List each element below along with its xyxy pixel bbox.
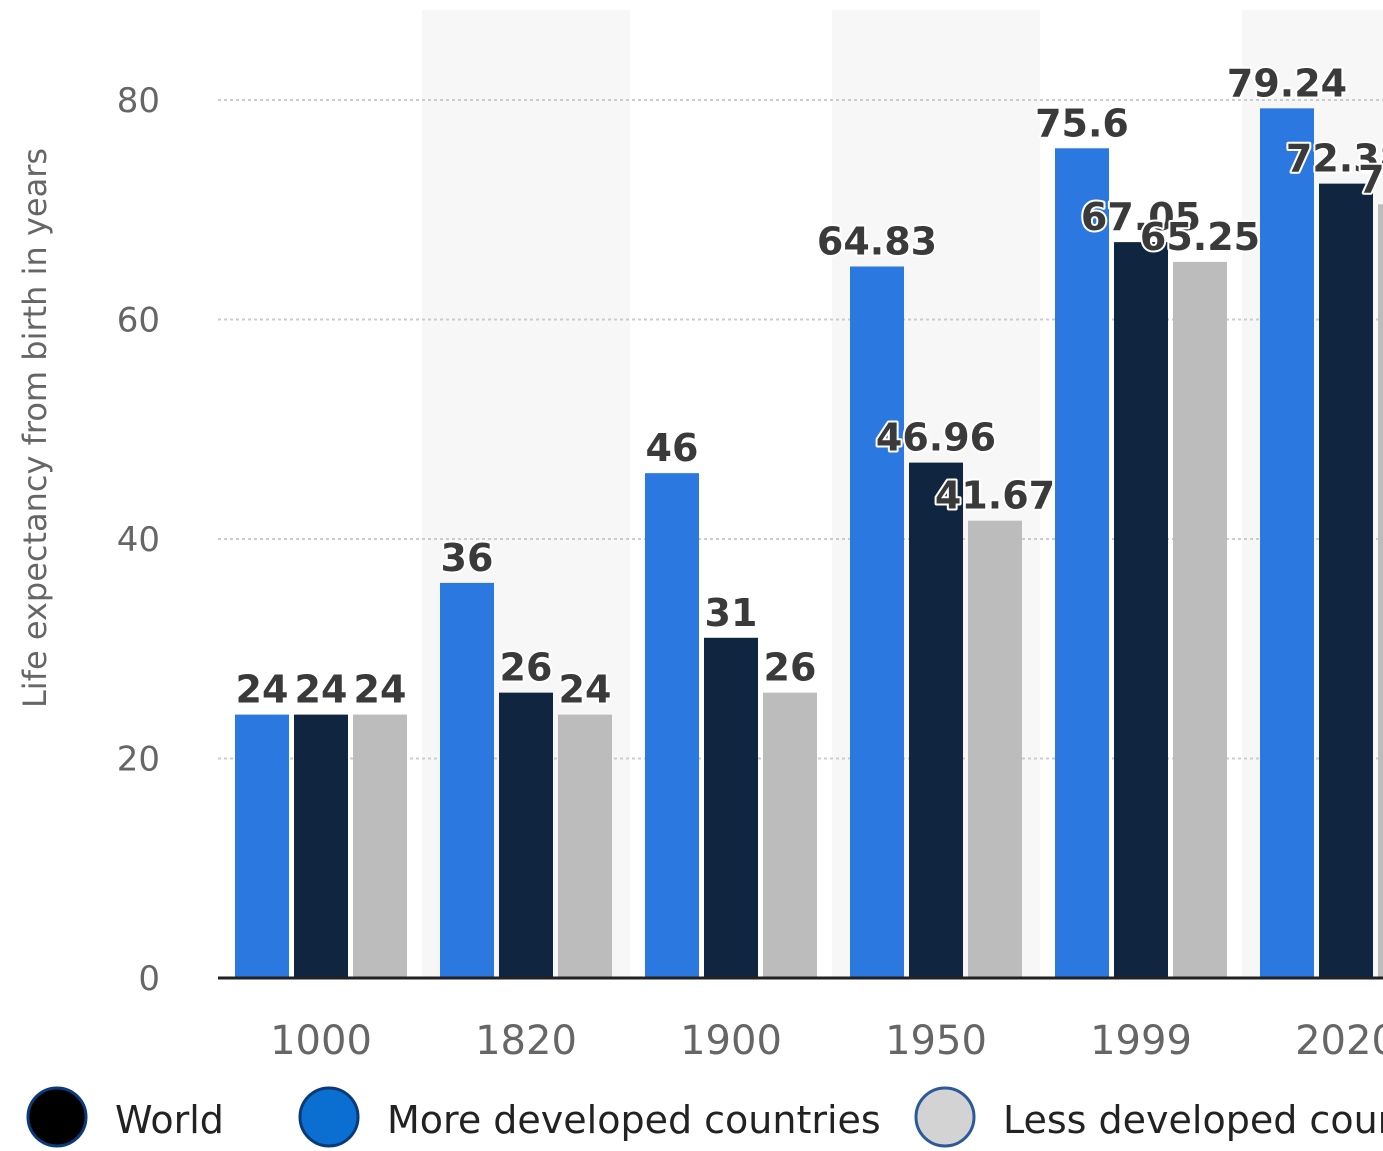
x-tick-2020: 2020 bbox=[1295, 1018, 1383, 1064]
legend-label-world: World bbox=[115, 1098, 224, 1142]
data-label-1999-s0: 75.6 bbox=[1035, 101, 1129, 145]
legend-label-less-developed: Less developed countries bbox=[1003, 1098, 1383, 1142]
data-label-2020-s0: 79.24 bbox=[1227, 61, 1347, 105]
data-label-1900-s1: 31 bbox=[705, 591, 758, 635]
bar-2020-s0 bbox=[1260, 108, 1314, 978]
y-tick-40: 40 bbox=[117, 520, 160, 560]
data-label-1000-s1: 24 bbox=[295, 668, 348, 712]
x-axis-ticks: 1000 1820 1900 1950 1999 2020 bbox=[270, 1018, 1383, 1064]
y-tick-20: 20 bbox=[117, 740, 160, 780]
data-label-1950-s0: 64.83 bbox=[817, 219, 937, 263]
y-tick-80: 80 bbox=[117, 81, 160, 121]
bar-1900-s2 bbox=[763, 692, 817, 978]
y-tick-0: 0 bbox=[138, 959, 160, 999]
data-label-2020-s2: 70.5 bbox=[1358, 157, 1383, 201]
data-label-1820-s0: 36 bbox=[441, 536, 494, 580]
x-tick-1950: 1950 bbox=[885, 1018, 987, 1064]
bar-2020-s2 bbox=[1378, 204, 1383, 978]
x-tick-1000: 1000 bbox=[270, 1018, 372, 1064]
legend-item-less-developed[interactable]: Less developed countries bbox=[914, 1086, 1383, 1148]
x-tick-1820: 1820 bbox=[475, 1018, 577, 1064]
data-label-1820-s1: 26 bbox=[500, 646, 553, 690]
x-tick-1900: 1900 bbox=[680, 1018, 782, 1064]
data-label-1000-s2: 24 bbox=[354, 668, 407, 712]
data-label-1000-s0: 24 bbox=[236, 668, 289, 712]
legend-label-more-developed: More developed countries bbox=[387, 1098, 881, 1142]
legend-item-more-developed[interactable]: More developed countries bbox=[298, 1086, 881, 1148]
data-label-1950-s2: 41.67 bbox=[935, 474, 1055, 518]
legend-swatch-more-developed bbox=[298, 1086, 360, 1148]
bar-1900-s1 bbox=[704, 637, 758, 978]
data-label-2020-s1: 72.38 bbox=[1286, 137, 1383, 181]
bar-1000-s0 bbox=[235, 714, 289, 978]
bar-1000-s2 bbox=[353, 714, 407, 978]
data-label-1950-s1: 46.96 bbox=[876, 416, 996, 460]
bar-1999-s1 bbox=[1114, 242, 1168, 979]
y-axis-label: Life expectancy from birth in years bbox=[16, 148, 54, 708]
bar-2020-s1 bbox=[1319, 183, 1373, 978]
legend-item-world[interactable]: World bbox=[26, 1086, 224, 1148]
bar-1000-s1 bbox=[294, 714, 348, 978]
bars bbox=[235, 108, 1383, 979]
data-label-1820-s2: 24 bbox=[559, 668, 612, 712]
data-label-1999-s1: 67.05 bbox=[1081, 195, 1201, 239]
legend-swatch-world bbox=[26, 1086, 88, 1148]
data-label-1900-s2: 26 bbox=[764, 646, 817, 690]
bar-1999-s2 bbox=[1173, 261, 1227, 979]
bar-1950-s0 bbox=[850, 266, 904, 979]
bar-1820-s0 bbox=[440, 582, 494, 978]
bar-1820-s1 bbox=[499, 692, 553, 978]
bar-1999-s0 bbox=[1055, 148, 1109, 979]
bar-1950-s2 bbox=[968, 520, 1022, 978]
y-axis-ticks: 0 20 40 60 80 bbox=[117, 81, 160, 999]
legend-swatch-less-developed bbox=[914, 1086, 976, 1148]
y-tick-60: 60 bbox=[117, 301, 160, 341]
bar-1900-s0 bbox=[645, 473, 699, 978]
bar-1820-s2 bbox=[558, 714, 612, 978]
bar-1950-s1 bbox=[909, 462, 963, 978]
legend: World More developed countries Less deve… bbox=[26, 1086, 1383, 1148]
x-tick-1999: 1999 bbox=[1090, 1018, 1192, 1064]
data-label-1999-s2: 65.25 bbox=[1140, 215, 1260, 259]
data-label-1900-s0: 46 bbox=[646, 426, 699, 470]
